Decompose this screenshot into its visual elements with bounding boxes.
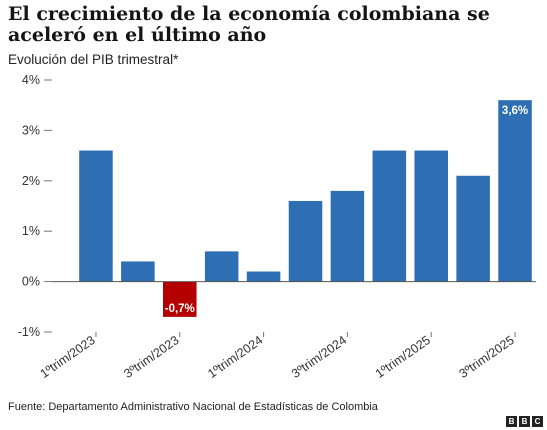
source-note: Fuente: Departamento Administrativo Naci… (8, 401, 378, 413)
bar (204, 251, 239, 282)
bbc-logo: B B C (506, 416, 543, 427)
bar (456, 175, 490, 282)
logo-letter: B (519, 416, 530, 427)
logo-letter: C (532, 416, 543, 427)
y-tick-label: 3% (22, 123, 40, 137)
y-tick-label: 4% (22, 73, 40, 87)
y-tick-label: -1% (18, 325, 40, 339)
bar (246, 271, 281, 282)
bar (330, 190, 365, 282)
logo-letter: B (506, 416, 517, 427)
bar (498, 100, 532, 282)
data-label: -0,7% (165, 303, 195, 315)
bar (79, 150, 113, 282)
x-tick-label: 3ºtrim/2025 (457, 333, 517, 381)
bar (288, 200, 323, 282)
data-label: 3,6% (502, 105, 528, 117)
x-tick-label: 3ºtrim/2024 (289, 333, 349, 381)
y-tick-label: 2% (22, 174, 40, 188)
x-tick-label: 1ºtrim/2025 (373, 333, 433, 381)
chart-subtitle: Evolución del PIB trimestral* (8, 52, 179, 67)
x-tick-label: 1ºtrim/2023 (38, 333, 98, 381)
y-tick-label: 0% (22, 275, 40, 289)
y-tick-label: 1% (22, 224, 40, 238)
bar-chart: -1% 0% 1% 2% 3% 4% -0,7% 3,6% 1ºtrim/2023 3ºtrim/… (18, 73, 536, 381)
bar (121, 261, 155, 282)
chart-title: El crecimiento de la economía colombiana… (8, 3, 490, 46)
bar (414, 150, 448, 282)
x-tick-label: 1ºtrim/2024 (205, 333, 265, 381)
bar (372, 150, 407, 282)
bar (163, 281, 197, 317)
x-tick-label: 3ºtrim/2023 (121, 333, 181, 381)
